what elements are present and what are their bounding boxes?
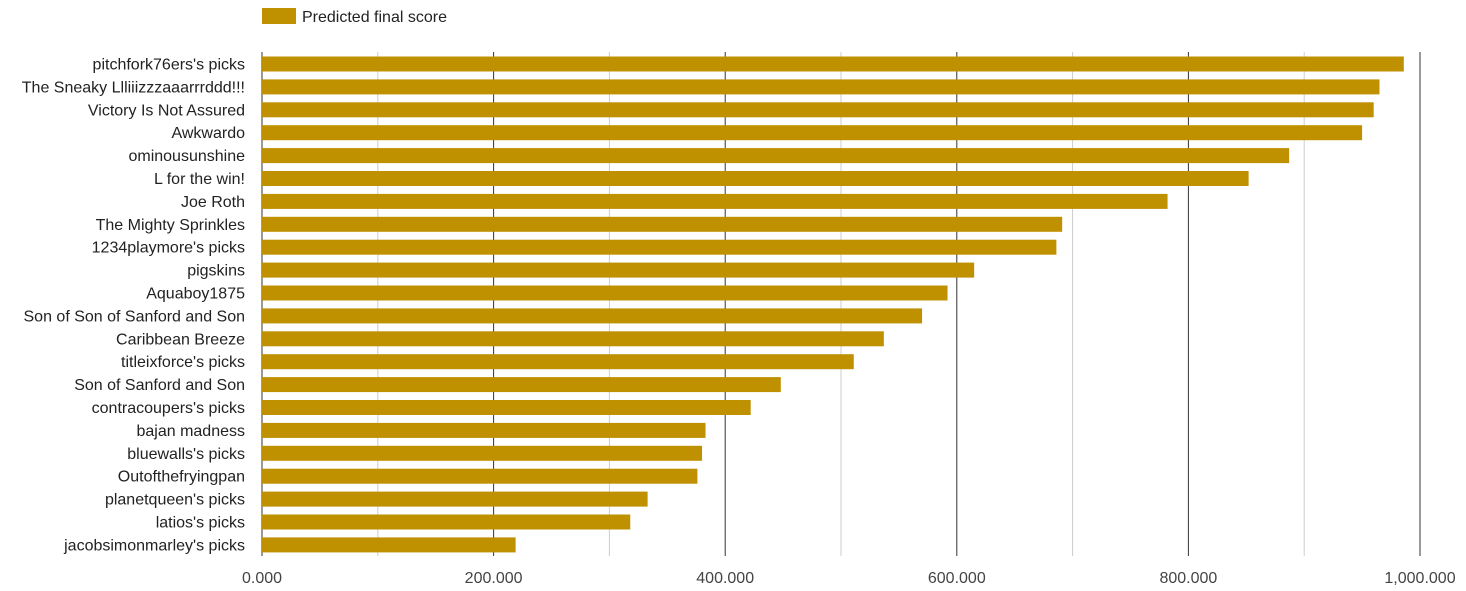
bar bbox=[262, 193, 1168, 209]
category-label: ominousunshine bbox=[128, 148, 245, 165]
bar bbox=[262, 262, 975, 278]
bar bbox=[262, 285, 948, 301]
bar bbox=[262, 468, 698, 484]
x-tick-label: 0.000 bbox=[242, 570, 282, 587]
category-label: pigskins bbox=[187, 263, 245, 280]
category-label: pitchfork76ers's picks bbox=[93, 57, 245, 74]
bar bbox=[262, 171, 1249, 186]
bar bbox=[262, 102, 1374, 118]
category-label: bluewalls's picks bbox=[127, 446, 245, 463]
bar bbox=[262, 514, 631, 530]
category-label: Son of Sanford and Son bbox=[74, 377, 245, 394]
category-label: Aquaboy1875 bbox=[146, 286, 245, 303]
category-label: The Mighty Sprinkles bbox=[96, 217, 245, 234]
category-label: Victory Is Not Assured bbox=[88, 102, 245, 119]
x-axis-ticks: 0.000 200.000 400.000 600.000 800.000 1,000.0… bbox=[242, 570, 1456, 587]
category-label: Awkwardo bbox=[171, 125, 245, 142]
bar bbox=[262, 422, 706, 438]
category-label: Joe Roth bbox=[181, 194, 245, 211]
x-tick-label: 600.000 bbox=[928, 570, 986, 587]
category-label: Caribbean Breeze bbox=[116, 331, 245, 348]
category-labels: pitchfork76ers's picks The Sneaky Llliiiz… bbox=[22, 57, 245, 555]
x-tick-label: 200.000 bbox=[465, 570, 523, 587]
category-label: Outofthefryingpan bbox=[118, 469, 245, 486]
bars bbox=[262, 56, 1404, 553]
bar bbox=[262, 400, 751, 415]
bar bbox=[262, 491, 648, 507]
legend: Predicted final score bbox=[262, 8, 447, 26]
category-label: planetqueen's picks bbox=[105, 492, 245, 509]
legend-label: Predicted final score bbox=[302, 9, 447, 26]
bar bbox=[262, 537, 516, 553]
x-tick-label: 800.000 bbox=[1159, 570, 1217, 587]
category-label: 1234playmore's picks bbox=[92, 240, 245, 257]
category-label: bajan madness bbox=[136, 423, 245, 440]
category-label: The Sneaky Llliiizzzaaarrrddd!!! bbox=[22, 79, 245, 96]
bar bbox=[262, 125, 1363, 141]
category-label: L for the win! bbox=[154, 171, 245, 188]
bar bbox=[262, 79, 1380, 95]
bar bbox=[262, 445, 703, 461]
bar bbox=[262, 56, 1404, 72]
bar bbox=[262, 354, 854, 370]
x-tick-label: 400.000 bbox=[696, 570, 754, 587]
bar bbox=[262, 148, 1290, 164]
category-label: latios's picks bbox=[156, 515, 245, 532]
category-label: titleixforce's picks bbox=[121, 354, 245, 371]
category-label: contracoupers's picks bbox=[92, 400, 245, 417]
bar bbox=[262, 377, 781, 393]
x-tick-label: 1,000.000 bbox=[1384, 570, 1455, 587]
category-label: Son of Son of Sanford and Son bbox=[24, 308, 246, 325]
legend-swatch bbox=[262, 8, 296, 24]
bar bbox=[262, 239, 1057, 255]
category-label: jacobsimonmarley's picks bbox=[63, 537, 245, 554]
bar bbox=[262, 216, 1063, 232]
bar bbox=[262, 308, 923, 324]
bar bbox=[262, 331, 884, 347]
